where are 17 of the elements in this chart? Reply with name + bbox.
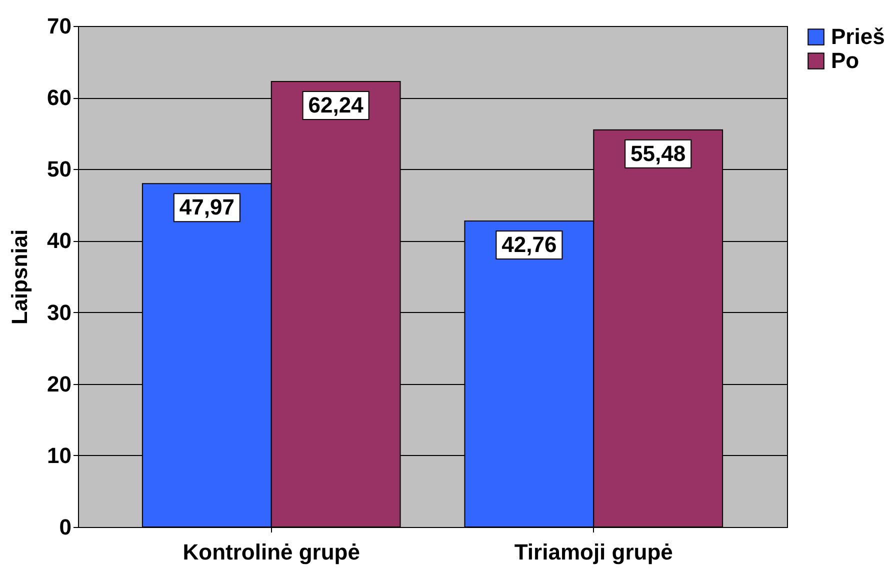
y-tick-label: 10 bbox=[47, 442, 72, 468]
y-tick-label: 50 bbox=[47, 156, 72, 182]
y-tick-label: 30 bbox=[47, 300, 72, 325]
y-axis-title: Laipsniai bbox=[7, 229, 32, 325]
y-tick-label: 60 bbox=[47, 85, 72, 110]
x-tick-label: Tiriamoji grupė bbox=[514, 540, 673, 564]
y-tick-label: 0 bbox=[59, 514, 72, 540]
data-label: 42,76 bbox=[502, 232, 557, 257]
x-tick-label: Kontrolinė grupė bbox=[182, 540, 360, 564]
data-label: 62,24 bbox=[308, 92, 364, 118]
legend-label: Prieš bbox=[831, 24, 885, 49]
y-tick-label: 40 bbox=[47, 228, 72, 254]
legend-label: Po bbox=[831, 48, 860, 73]
y-tick-label: 20 bbox=[47, 371, 72, 396]
data-label: 55,48 bbox=[630, 140, 686, 166]
data-label: 47,97 bbox=[179, 194, 234, 220]
y-tick-label: 70 bbox=[47, 14, 72, 38]
